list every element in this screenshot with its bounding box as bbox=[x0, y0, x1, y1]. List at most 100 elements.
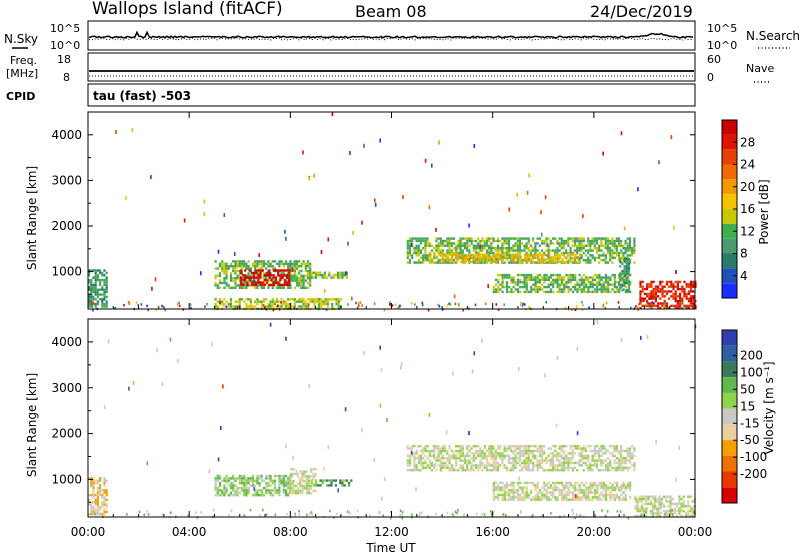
echo-cell bbox=[638, 497, 641, 501]
echo-cell bbox=[411, 254, 414, 257]
echo-speck bbox=[285, 336, 287, 341]
echo-speck bbox=[544, 373, 546, 378]
echo-cell bbox=[687, 512, 690, 515]
echo-cell bbox=[547, 447, 550, 450]
echo-cell bbox=[551, 249, 555, 252]
echo-cell bbox=[507, 237, 511, 240]
echo-cell bbox=[585, 278, 588, 282]
echo-cell bbox=[262, 300, 266, 303]
echo-cell bbox=[649, 509, 652, 513]
echo-cell bbox=[617, 466, 621, 469]
echo-cell bbox=[578, 484, 581, 487]
echo-cell bbox=[293, 269, 296, 273]
echo-cell bbox=[499, 283, 502, 286]
echo-cell bbox=[516, 261, 519, 264]
echo-cell bbox=[582, 449, 585, 453]
echo-cell bbox=[567, 459, 570, 462]
echo-cell bbox=[534, 464, 537, 467]
echo-cell bbox=[501, 461, 504, 465]
echo-cell bbox=[310, 475, 313, 478]
echo-cell bbox=[651, 495, 655, 498]
echo-cell bbox=[690, 290, 693, 293]
echo-cell bbox=[450, 469, 453, 472]
echo-speck bbox=[520, 509, 522, 514]
echo-speck bbox=[481, 338, 483, 343]
echo-cell bbox=[659, 283, 662, 286]
echo-speck bbox=[597, 485, 599, 490]
echo-cell bbox=[668, 285, 671, 288]
echo-cell bbox=[293, 267, 296, 270]
echo-cell bbox=[298, 279, 301, 282]
echo-cell bbox=[236, 489, 239, 492]
echo-cell bbox=[541, 260, 544, 263]
echo-cell bbox=[232, 269, 235, 273]
echo-cell bbox=[516, 447, 519, 450]
echo-cell bbox=[562, 466, 566, 469]
echo-cell bbox=[435, 237, 438, 240]
echo-cell bbox=[430, 261, 434, 264]
echo-cell bbox=[227, 302, 230, 306]
echo-cell bbox=[514, 288, 517, 291]
echo-cell bbox=[525, 259, 528, 262]
echo-cell bbox=[334, 274, 337, 277]
echo-cell bbox=[247, 491, 250, 494]
echo-cell bbox=[444, 445, 447, 448]
echo-cell bbox=[589, 449, 592, 453]
echo-cell bbox=[254, 489, 257, 492]
echo-cell bbox=[606, 464, 610, 467]
echo-cell bbox=[266, 271, 269, 275]
echo-cell bbox=[617, 251, 621, 255]
echo-cell bbox=[517, 258, 520, 261]
echo-cell bbox=[641, 290, 644, 293]
echo-cell bbox=[523, 466, 526, 469]
echo-cell bbox=[510, 261, 513, 264]
echo-speck bbox=[323, 288, 326, 293]
echo-cell bbox=[578, 488, 581, 492]
echo-cell bbox=[687, 283, 690, 286]
echo-cell bbox=[289, 269, 292, 273]
echo-cell bbox=[565, 466, 568, 469]
echo-speck bbox=[485, 302, 487, 305]
colorbar-cell bbox=[722, 424, 737, 441]
echo-cell bbox=[525, 242, 528, 245]
echo-cell bbox=[455, 244, 458, 247]
echo-cell bbox=[595, 242, 599, 245]
echo-cell bbox=[258, 489, 261, 492]
echo-cell bbox=[578, 244, 581, 247]
colorbar-tick-label: 200 bbox=[740, 348, 763, 362]
echo-cell bbox=[624, 239, 627, 243]
echo-cell bbox=[587, 469, 590, 472]
echo-cell bbox=[103, 302, 106, 306]
echo-cell bbox=[624, 496, 627, 499]
echo-cell bbox=[422, 247, 425, 250]
echo-speck bbox=[383, 477, 386, 481]
echo-cell bbox=[623, 257, 626, 261]
echo-cell bbox=[424, 449, 427, 453]
echo-cell bbox=[554, 466, 557, 469]
echo-cell bbox=[304, 265, 307, 268]
echo-cell bbox=[505, 247, 508, 250]
echo-cell bbox=[619, 265, 622, 268]
echo-cell bbox=[453, 253, 456, 256]
echo-cell bbox=[254, 260, 257, 263]
echo-cell bbox=[419, 469, 423, 472]
echo-cell bbox=[408, 457, 412, 460]
echo-cell bbox=[250, 281, 253, 284]
echo-cell bbox=[428, 449, 431, 453]
echo-cell bbox=[536, 237, 539, 240]
echo-cell bbox=[239, 281, 242, 284]
echo-cell bbox=[518, 457, 522, 460]
echo-cell bbox=[547, 498, 550, 501]
echo-cell bbox=[540, 249, 544, 252]
echo-cell bbox=[282, 265, 285, 268]
echo-cell bbox=[560, 239, 563, 243]
echo-cell bbox=[501, 237, 504, 240]
echo-cell bbox=[255, 271, 258, 275]
echo-cell bbox=[515, 253, 518, 256]
echo-cell bbox=[289, 477, 292, 480]
echo-cell bbox=[648, 302, 651, 305]
echo-cell bbox=[626, 247, 629, 250]
echo-cell bbox=[455, 249, 458, 252]
echo-cell bbox=[503, 261, 506, 264]
echo-cell bbox=[534, 449, 537, 453]
